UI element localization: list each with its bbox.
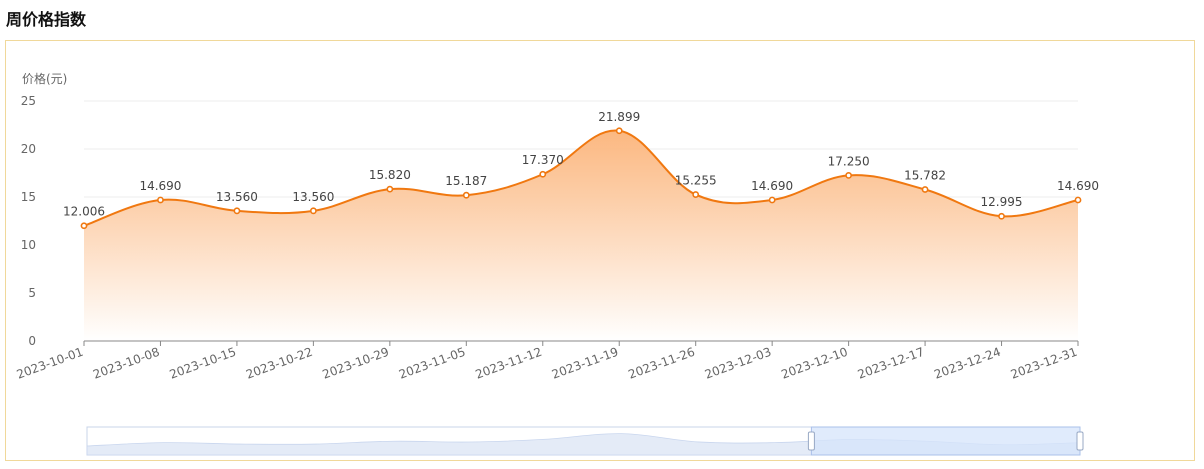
data-label: 15.820	[369, 168, 411, 182]
y-axis-ticks: 0 5 10 15 20 25	[21, 94, 36, 348]
y-tick-label: 10	[21, 238, 36, 252]
y-tick-label: 25	[21, 94, 36, 108]
x-tick-label: 2023-10-01	[15, 345, 85, 382]
data-point[interactable]	[1074, 196, 1082, 204]
data-point[interactable]	[80, 222, 88, 230]
chart-panel: 价格(元) 0 5 10 15 20 25 12.006 14.690 13.560 13.56…	[5, 40, 1195, 461]
zoom-selection[interactable]	[810, 426, 1081, 456]
y-tick-label: 0	[28, 334, 36, 348]
data-point[interactable]	[386, 185, 394, 193]
data-label: 13.560	[216, 190, 258, 204]
data-label: 17.370	[522, 153, 564, 167]
x-tick-label: 2023-11-05	[397, 345, 467, 382]
data-label: 15.782	[904, 168, 946, 182]
y-tick-label: 5	[28, 286, 36, 300]
data-zoom-slider[interactable]	[86, 426, 1084, 456]
data-label: 17.250	[828, 154, 870, 168]
data-point[interactable]	[309, 207, 317, 215]
x-tick-label: 2023-11-19	[550, 345, 620, 382]
data-point[interactable]	[845, 171, 853, 179]
zoom-handle-right[interactable]	[1076, 431, 1084, 451]
y-axis-title: 价格(元)	[22, 71, 67, 86]
data-point[interactable]	[157, 196, 164, 204]
x-tick-label: 2023-11-12	[473, 345, 543, 382]
x-tick-label: 2023-12-17	[856, 345, 926, 382]
data-label: 14.690	[1057, 179, 1099, 193]
data-point[interactable]	[692, 191, 700, 198]
data-point[interactable]	[615, 127, 623, 135]
y-tick-label: 15	[21, 190, 36, 204]
y-tick-label: 20	[21, 142, 36, 156]
x-tick-label: 2023-12-03	[703, 345, 773, 382]
zoom-handle-left[interactable]	[807, 431, 815, 451]
x-tick-label: 2023-12-31	[1009, 345, 1079, 382]
x-tick-label: 2023-10-08	[91, 345, 161, 382]
data-point[interactable]	[768, 196, 776, 204]
data-labels: 12.006 14.690 13.560 13.560 15.820 15.187 17.3…	[63, 110, 1099, 219]
data-label: 15.255	[675, 174, 717, 188]
page-title: 周价格指数	[6, 10, 87, 29]
x-tick-label: 2023-10-15	[168, 345, 238, 382]
x-axis-ticks: 2023-10-01 2023-10-08 2023-10-15 2023-10-22…	[15, 341, 1079, 382]
series-area	[84, 130, 1078, 341]
data-points	[80, 127, 1082, 230]
data-label: 21.899	[598, 110, 640, 124]
x-tick-label: 2023-11-26	[626, 345, 696, 382]
data-point[interactable]	[539, 170, 547, 178]
data-label: 13.560	[292, 190, 334, 204]
x-tick-label: 2023-10-22	[244, 345, 314, 382]
series-line	[83, 129, 1079, 227]
data-label: 14.690	[751, 179, 793, 193]
x-tick-label: 2023-10-29	[321, 345, 391, 382]
data-point[interactable]	[921, 186, 929, 193]
data-point[interactable]	[462, 191, 470, 199]
price-index-chart: 价格(元) 0 5 10 15 20 25 12.006 14.690 13.560 13.56…	[15, 71, 1099, 456]
data-point[interactable]	[998, 212, 1005, 220]
x-tick-label: 2023-12-10	[779, 345, 849, 382]
data-point[interactable]	[233, 207, 241, 215]
data-label: 12.995	[981, 195, 1023, 209]
x-tick-label: 2023-12-24	[932, 345, 1002, 382]
data-label: 14.690	[139, 179, 181, 193]
data-label: 12.006	[63, 205, 105, 219]
data-label: 15.187	[445, 174, 487, 188]
